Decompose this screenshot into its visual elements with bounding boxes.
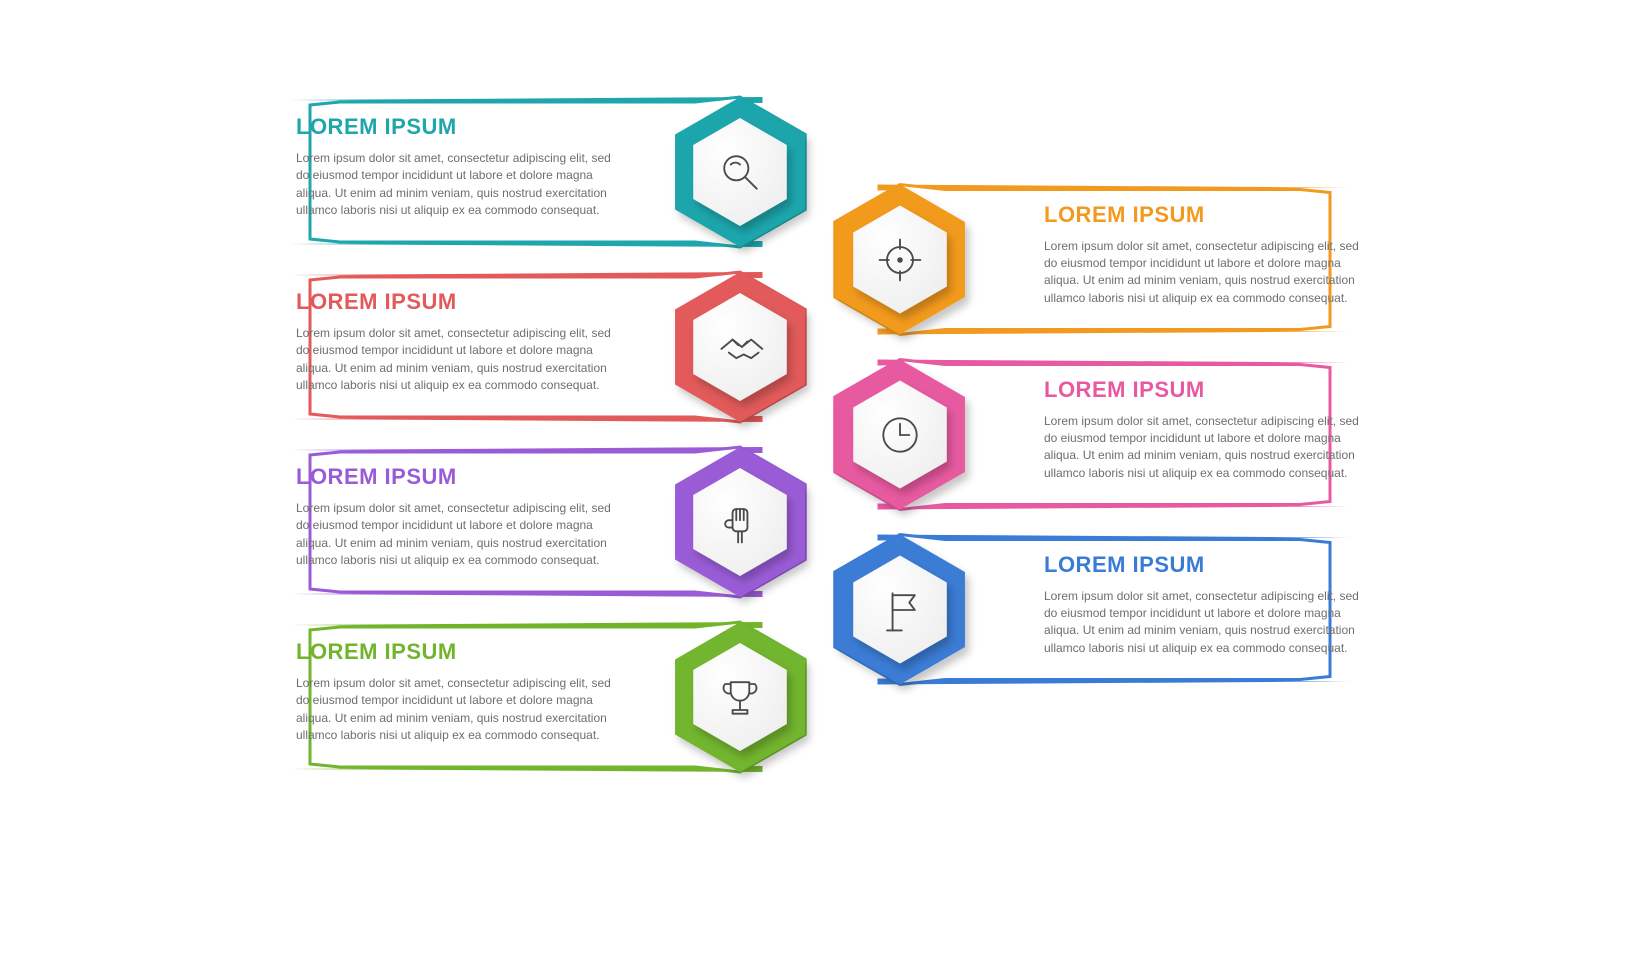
- item-1-text: LOREM IPSUM Lorem ipsum dolor sit amet, c…: [1044, 202, 1374, 308]
- item-1-body: Lorem ipsum dolor sit amet, consectetur …: [1044, 238, 1374, 308]
- item-0-title: LOREM IPSUM: [296, 114, 626, 140]
- item-5-text: LOREM IPSUM Lorem ipsum dolor sit amet, c…: [1044, 552, 1374, 658]
- item-4-text: LOREM IPSUM Lorem ipsum dolor sit amet, c…: [296, 464, 626, 570]
- item-0-body: Lorem ipsum dolor sit amet, consectetur …: [296, 150, 626, 220]
- item-3-body: Lorem ipsum dolor sit amet, consectetur …: [1044, 413, 1374, 483]
- item-6-title: LOREM IPSUM: [296, 639, 626, 665]
- item-5-body: Lorem ipsum dolor sit amet, consectetur …: [1044, 588, 1374, 658]
- item-6-body: Lorem ipsum dolor sit amet, consectetur …: [296, 675, 626, 745]
- item-3-title: LOREM IPSUM: [1044, 377, 1374, 403]
- item-0-text: LOREM IPSUM Lorem ipsum dolor sit amet, c…: [296, 114, 626, 220]
- item-1-title: LOREM IPSUM: [1044, 202, 1374, 228]
- item-5-title: LOREM IPSUM: [1044, 552, 1374, 578]
- infographic-stage: LOREM IPSUM Lorem ipsum dolor sit amet, c…: [0, 0, 1633, 980]
- item-6-text: LOREM IPSUM Lorem ipsum dolor sit amet, c…: [296, 639, 626, 745]
- infographic-svg: [0, 0, 1633, 980]
- item-2-text: LOREM IPSUM Lorem ipsum dolor sit amet, c…: [296, 289, 626, 395]
- item-2-title: LOREM IPSUM: [296, 289, 626, 315]
- item-2-body: Lorem ipsum dolor sit amet, consectetur …: [296, 325, 626, 395]
- item-4-body: Lorem ipsum dolor sit amet, consectetur …: [296, 500, 626, 570]
- item-4-title: LOREM IPSUM: [296, 464, 626, 490]
- item-3-text: LOREM IPSUM Lorem ipsum dolor sit amet, c…: [1044, 377, 1374, 483]
